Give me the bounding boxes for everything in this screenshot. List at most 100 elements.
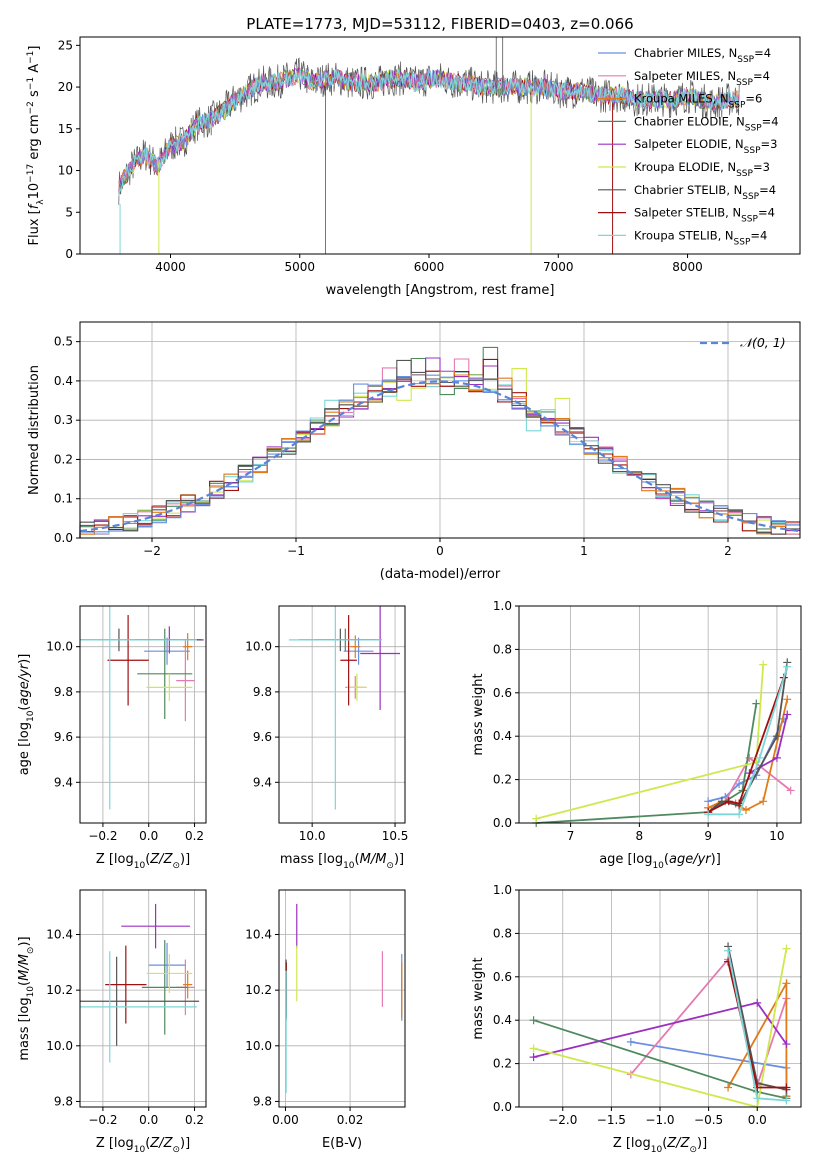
y-tick-label: 10.0 [46,1039,73,1053]
label-part: ( [355,852,360,867]
label-sup: −2 [26,101,36,114]
legend-label: Kroupa STELIB, NSSP=4 [634,228,767,247]
label-part: Z [log [96,1136,134,1151]
x-tick-label: −1.0 [645,1113,674,1127]
errorbar-kroupa_miles [183,633,193,661]
errorbar-kroupa_stelib [80,606,197,810]
weight-series-kroupa_stelib [724,946,791,1105]
legend-item-chabrier_stelib: Chabrier STELIB, NSSP=4 [598,183,776,202]
x-tick-label: 0 [436,544,444,558]
y-tick-label: 1.0 [493,883,512,897]
y-tick-label: 0.1 [54,492,73,506]
errorbar-kroupa_miles [350,635,361,658]
plot-area-mass_vs_ebv [285,903,403,1094]
legend-label-sub: SSP [729,101,746,111]
x-tick-label: 0.02 [337,1113,364,1127]
panel-age_vs_mass: 10.0 10.5 9.4 9.6 9.8 10.0 mass [log10(M/M⊙)] [245,605,409,871]
weight-marker [752,699,761,708]
weight-marker [532,814,541,823]
axes-border [79,605,207,824]
weight-marker [772,732,781,741]
legend-label: Salpeter MILES, NSSP=4 [634,69,770,88]
legend-label-sub: SSP [742,192,759,202]
label-part: )] [697,1136,707,1151]
x-tick-label: −0.2 [88,829,117,843]
y-tick-label: 10.2 [245,983,272,997]
x-tick-label: 2 [724,544,732,558]
axes-border [79,36,801,255]
weight-marker [745,753,754,762]
errorbar-kroupa_elodie [146,673,193,701]
label-sub: ⊙ [172,861,180,871]
weight-marker [724,946,733,955]
legend-item-chabrier_elodie: Chabrier ELODIE, NSSP=4 [598,114,779,133]
label-part: )] [17,654,32,664]
axes-border [518,605,802,824]
y-tick-label: 0.0 [493,1100,512,1114]
y-tick-label: 10 [58,164,73,178]
x-tick-label: −1 [287,544,305,558]
y-tick-label: 0.5 [54,335,73,349]
y-tick-label: 0.4 [493,729,512,743]
legend-label-sub: SSP [741,215,758,225]
legend-item-kroupa_elodie: Kroupa ELODIE, NSSP=3 [598,160,770,179]
legend-label-sub: SSP [736,169,753,179]
y-tick-label: 0 [65,247,73,261]
x-axis-label: (data-model)/error [380,567,501,582]
x-axis-label: mass [log10(M/M⊙)] [280,852,404,871]
legend-label-text: Kroupa STELIB, N [634,228,734,242]
legend-item-chabrier_miles: Chabrier MILES, NSSP=4 [598,46,771,65]
y-tick-label: 20 [58,80,73,94]
errorbar-salpeter_miles [176,639,195,722]
x-tick-label: 0.0 [748,1113,767,1127]
weight-marker [735,779,744,788]
x-tick-label: 0.00 [272,1113,299,1127]
legend-label-text: Salpeter STELIB, N [634,206,741,220]
weight-series-kroupa_elodie [532,660,768,823]
weight-marker [704,810,713,819]
legend-label-suffix: =4 [754,46,771,60]
y-tick-label: 0.4 [493,1013,512,1027]
y-tick-label: 9.4 [54,775,73,789]
y-tick-label: 0.8 [493,642,512,656]
weight-marker [783,695,792,704]
label-part: )] [180,852,190,867]
y-tick-label: 9.8 [54,685,73,699]
weight-marker [759,797,768,806]
label-italic: Z/Z [666,1136,690,1151]
x-tick-label: −0.2 [88,1113,117,1127]
x-tick-label: −0.5 [694,1113,723,1127]
legend-label-text: Kroupa MILES, N [634,92,729,106]
x-axis-label: wavelength [Angstrom, rest frame] [326,283,555,298]
x-tick-label: 9 [704,829,712,843]
panel-residuals: −2 −1 0 1 2 0.0 0.1 0.2 0.3 0.4 0.5 𝒩(0, 1) (data-mo… [27,321,801,582]
legend-label: Kroupa ELODIE, NSSP=3 [634,160,770,179]
axes-frame-age_vs_mass: 10.0 10.5 9.4 9.6 9.8 10.0 mass [log10(M/M⊙)] [245,605,409,871]
y-tick-label: 9.6 [253,730,272,744]
y-axis-label: mass weight [471,957,486,1039]
label-sub: 10 [134,861,146,871]
x-tick-label: 1 [580,544,588,558]
label-part: ( [17,706,32,711]
label-sub: 10 [343,861,355,871]
x-tick-label: 7 [567,829,575,843]
y-axis-label: Normed distribution [27,365,42,495]
errorbar-chabrier_miles [144,637,190,665]
label-sub: 10 [652,861,664,871]
label-sub: ⊙ [689,1145,697,1155]
label-part: 10 [27,183,42,200]
legend-label-suffix: =4 [753,69,770,83]
legend-label: Chabrier MILES, NSSP=4 [634,46,771,65]
label-part: age [log [17,722,32,775]
x-tick-label: 10.5 [382,829,409,843]
axes-frame-mass_vs_ebv: 0.00 0.02 9.8 10.0 10.2 10.4 E(B-V) [245,889,406,1151]
y-tick-label: 0.0 [54,531,73,545]
legend-item-kroupa_stelib: Kroupa STELIB, NSSP=4 [598,228,767,247]
y-axis-label: mass weight [471,673,486,755]
x-tick-label: 8 [636,829,644,843]
weight-marker [735,810,744,819]
axes-border [278,605,406,824]
legend-label-text: Chabrier ELODIE, N [634,114,745,128]
axes-border [278,889,406,1108]
y-tick-label: 9.8 [253,1094,272,1108]
